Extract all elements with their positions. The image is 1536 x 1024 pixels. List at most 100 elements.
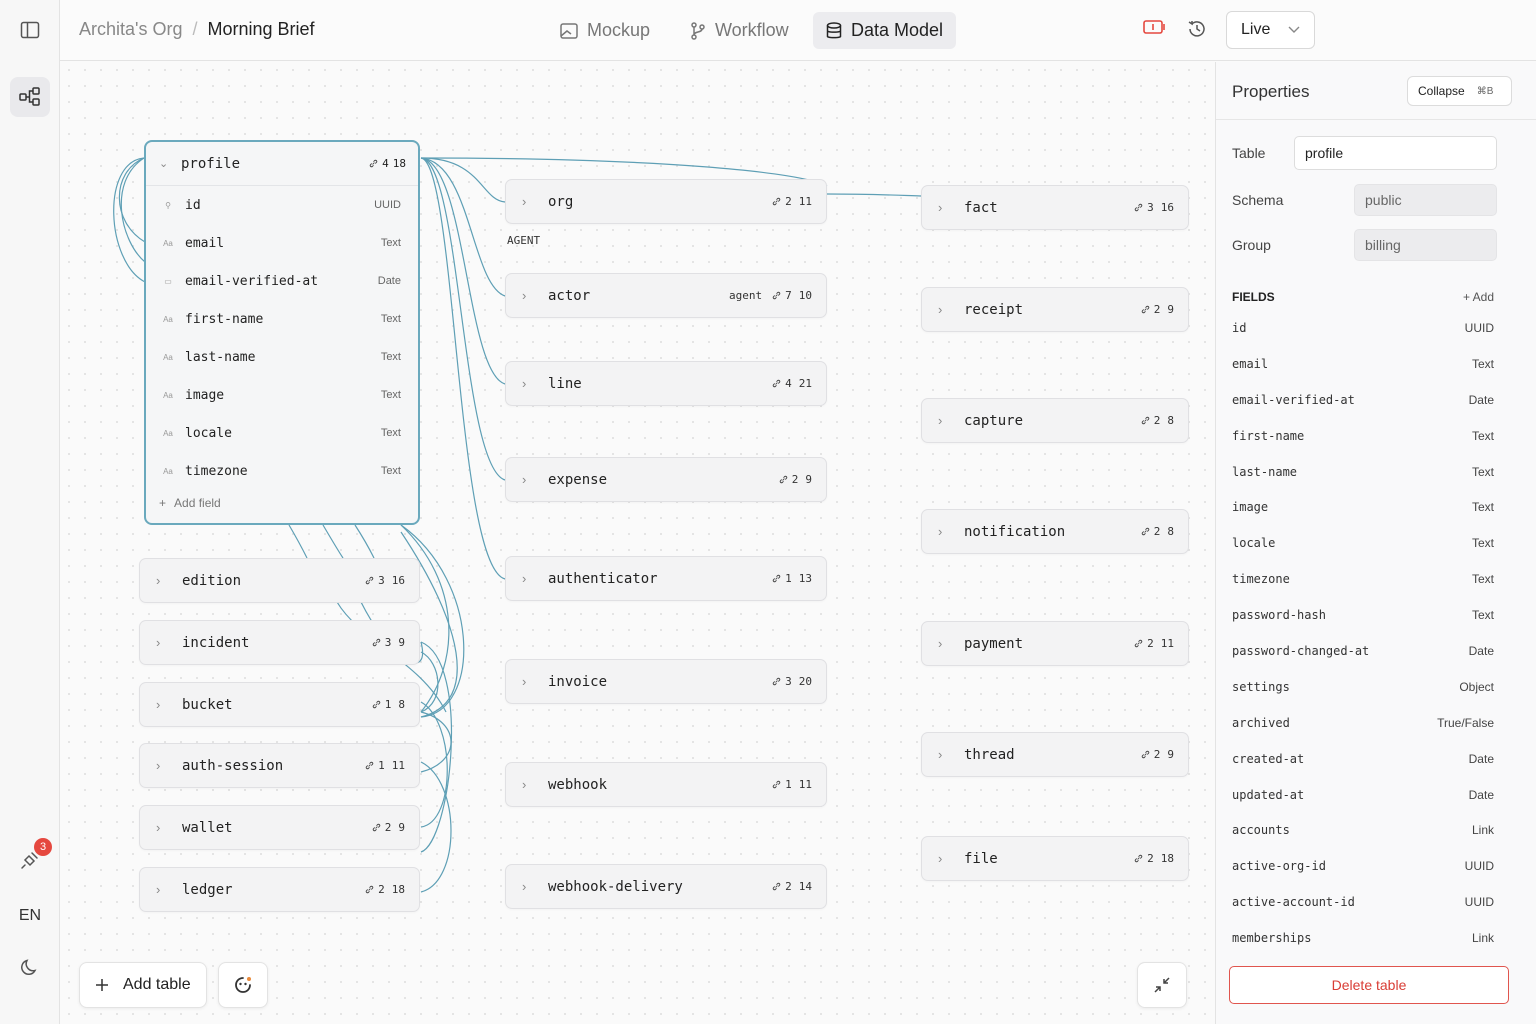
collapse-button[interactable]: Collapse ⌘B bbox=[1407, 76, 1512, 106]
chevron-right-icon[interactable]: › bbox=[938, 413, 943, 428]
table-node-invoice[interactable]: › invoice 3 20 bbox=[505, 659, 827, 704]
breadcrumb-org[interactable]: Archita's Org bbox=[79, 19, 183, 39]
chevron-right-icon[interactable]: › bbox=[522, 777, 527, 792]
chevron-right-icon[interactable]: › bbox=[522, 571, 527, 586]
chevron-right-icon[interactable]: › bbox=[156, 635, 161, 650]
property-field-name: archived bbox=[1232, 715, 1290, 730]
property-field-row[interactable]: memberships Link bbox=[1232, 920, 1494, 956]
chevron-right-icon[interactable]: › bbox=[938, 851, 943, 866]
chevron-right-icon[interactable]: › bbox=[938, 524, 943, 539]
chevron-right-icon[interactable]: › bbox=[522, 674, 527, 689]
delete-table-button[interactable]: Delete table bbox=[1229, 966, 1509, 1004]
table-node-edition[interactable]: › edition 3 16 bbox=[139, 558, 420, 603]
table-node-thread[interactable]: › thread 2 9 bbox=[921, 732, 1189, 777]
chevron-right-icon[interactable]: › bbox=[522, 472, 527, 487]
property-field-row[interactable]: locale Text bbox=[1232, 525, 1494, 561]
chevron-right-icon[interactable]: › bbox=[156, 697, 161, 712]
chevron-right-icon[interactable]: › bbox=[156, 882, 161, 897]
table-node-incident[interactable]: › incident 3 9 bbox=[139, 620, 420, 665]
table-label: Table bbox=[1232, 145, 1266, 161]
table-node-capture[interactable]: › capture 2 8 bbox=[921, 398, 1189, 443]
chevron-right-icon[interactable]: › bbox=[156, 820, 161, 835]
tab-mockup[interactable]: Mockup bbox=[547, 12, 663, 49]
breadcrumb-project[interactable]: Morning Brief bbox=[207, 19, 315, 39]
selected-table-field-row[interactable]: Aa timezone Text bbox=[146, 452, 418, 490]
table-node-auth-session[interactable]: › auth-session 1 11 bbox=[139, 743, 420, 788]
table-node-bucket[interactable]: › bucket 1 8 bbox=[139, 682, 420, 727]
chevron-right-icon[interactable]: › bbox=[522, 194, 527, 209]
property-field-row[interactable]: archived True/False bbox=[1232, 705, 1494, 741]
record-button[interactable] bbox=[1143, 19, 1165, 40]
chevron-right-icon[interactable]: › bbox=[156, 573, 161, 588]
chevron-right-icon[interactable]: › bbox=[938, 747, 943, 762]
table-node-line[interactable]: › line 4 21 bbox=[505, 361, 827, 406]
link-count: 2 bbox=[378, 883, 385, 896]
tab-data-model[interactable]: Data Model bbox=[813, 12, 957, 49]
add-field-button[interactable]: + Add field bbox=[159, 496, 221, 510]
table-node-receipt[interactable]: › receipt 2 9 bbox=[921, 287, 1189, 332]
property-field-row[interactable]: active-account-id UUID bbox=[1232, 884, 1494, 920]
property-field-row[interactable]: image Text bbox=[1232, 489, 1494, 525]
property-field-row[interactable]: updated-at Date bbox=[1232, 777, 1494, 813]
property-field-row[interactable]: password-changed-at Date bbox=[1232, 633, 1494, 669]
table-name: expense bbox=[548, 471, 608, 488]
selected-table-card[interactable]: ⌄ profile 4 18 ⚲ id UUID Aa email Text ▭ email-… bbox=[144, 140, 420, 525]
ai-assist-button[interactable] bbox=[218, 962, 268, 1008]
property-field-row[interactable]: email-verified-at Date bbox=[1232, 382, 1494, 418]
selected-table-field-row[interactable]: Aa first-name Text bbox=[146, 300, 418, 338]
property-field-row[interactable]: timezone Text bbox=[1232, 561, 1494, 597]
selected-table-field-row[interactable]: Aa email Text bbox=[146, 224, 418, 262]
table-node-fact[interactable]: › fact 3 16 bbox=[921, 185, 1189, 230]
selected-table-field-row[interactable]: Aa locale Text bbox=[146, 414, 418, 452]
table-node-notification[interactable]: › notification 2 8 bbox=[921, 509, 1189, 554]
chevron-right-icon[interactable]: › bbox=[522, 376, 527, 391]
language-button[interactable]: EN bbox=[18, 907, 42, 924]
chevron-right-icon[interactable]: › bbox=[938, 302, 943, 317]
environment-select[interactable]: Live bbox=[1226, 11, 1315, 49]
property-field-row[interactable]: password-hash Text bbox=[1232, 597, 1494, 633]
history-button[interactable] bbox=[1187, 19, 1207, 44]
add-field-prop-button[interactable]: + Add bbox=[1462, 290, 1494, 304]
chevron-right-icon[interactable]: › bbox=[522, 879, 527, 894]
selected-table-field-row[interactable]: Aa image Text bbox=[146, 376, 418, 414]
property-field-row[interactable]: id UUID bbox=[1232, 310, 1494, 346]
table-node-org[interactable]: › org 2 11 bbox=[505, 179, 827, 224]
table-node-payment[interactable]: › payment 2 11 bbox=[921, 621, 1189, 666]
table-name-input[interactable]: profile bbox=[1294, 136, 1497, 170]
property-field-row[interactable]: last-name Text bbox=[1232, 454, 1494, 490]
data-model-nav-button[interactable] bbox=[10, 77, 50, 117]
chevron-down-icon[interactable]: ⌄ bbox=[159, 158, 169, 170]
property-field-row[interactable]: first-name Text bbox=[1232, 418, 1494, 454]
property-field-row[interactable]: active-org-id UUID bbox=[1232, 848, 1494, 884]
selected-table-field-row[interactable]: Aa last-name Text bbox=[146, 338, 418, 376]
table-node-wallet[interactable]: › wallet 2 9 bbox=[139, 805, 420, 850]
table-node-webhook-delivery[interactable]: › webhook-delivery 2 14 bbox=[505, 864, 827, 909]
chevron-right-icon[interactable]: › bbox=[522, 288, 527, 303]
chevron-right-icon[interactable]: › bbox=[938, 200, 943, 215]
property-field-row[interactable]: settings Object bbox=[1232, 669, 1494, 705]
theme-toggle-button[interactable] bbox=[10, 947, 50, 987]
field-count: 9 bbox=[398, 636, 405, 649]
property-field-row[interactable]: email Text bbox=[1232, 346, 1494, 382]
property-field-row[interactable]: accounts Link bbox=[1232, 812, 1494, 848]
selected-table-field-row[interactable]: ⚲ id UUID bbox=[146, 186, 418, 224]
schema-canvas[interactable]: ⌄ profile 4 18 ⚲ id UUID Aa email Text ▭ email-… bbox=[61, 62, 1214, 1024]
chevron-right-icon[interactable]: › bbox=[938, 636, 943, 651]
table-node-file[interactable]: › file 2 18 bbox=[921, 836, 1189, 881]
table-node-expense[interactable]: › expense 2 9 bbox=[505, 457, 827, 502]
table-node-webhook[interactable]: › webhook 1 11 bbox=[505, 762, 827, 807]
relation-edge bbox=[354, 524, 375, 559]
table-node-actor[interactable]: › actor agent 7 10 bbox=[505, 273, 827, 318]
table-node-ledger[interactable]: › ledger 2 18 bbox=[139, 867, 420, 912]
property-field-row[interactable]: created-at Date bbox=[1232, 741, 1494, 777]
integrations-button[interactable]: 3 bbox=[10, 838, 52, 880]
group-label-agent: AGENT bbox=[507, 234, 541, 247]
sidebar-toggle-button[interactable] bbox=[10, 10, 50, 50]
chevron-right-icon[interactable]: › bbox=[156, 758, 161, 773]
fit-view-button[interactable] bbox=[1137, 962, 1187, 1008]
add-table-button[interactable]: Add table bbox=[79, 962, 207, 1008]
tab-workflow[interactable]: Workflow bbox=[677, 12, 802, 49]
selected-table-header[interactable]: ⌄ profile 4 18 bbox=[146, 142, 418, 186]
selected-table-field-row[interactable]: ▭ email-verified-at Date bbox=[146, 262, 418, 300]
table-node-authenticator[interactable]: › authenticator 1 13 bbox=[505, 556, 827, 601]
